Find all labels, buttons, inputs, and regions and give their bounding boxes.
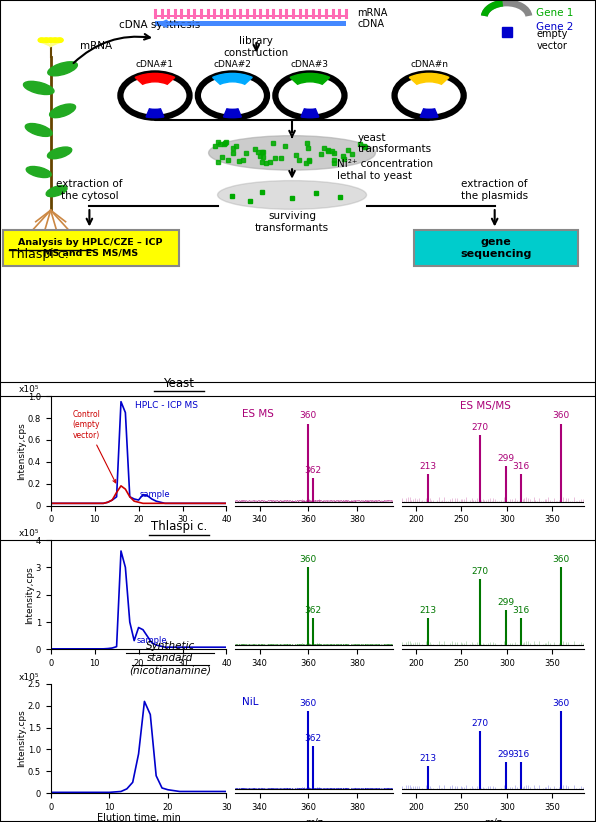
Text: Yeast: Yeast — [163, 376, 194, 390]
Text: 299: 299 — [497, 455, 514, 464]
Ellipse shape — [215, 140, 370, 166]
Text: 213: 213 — [419, 754, 436, 763]
Text: 362: 362 — [305, 734, 322, 743]
Text: sample: sample — [139, 490, 170, 499]
Wedge shape — [290, 73, 330, 85]
Text: 360: 360 — [552, 412, 570, 420]
Text: ES MS/MS: ES MS/MS — [461, 400, 511, 410]
Text: Gene 2: Gene 2 — [536, 21, 574, 32]
X-axis label: m/z: m/z — [306, 818, 323, 822]
Text: 213: 213 — [419, 462, 436, 471]
Text: ES MS: ES MS — [242, 409, 274, 419]
Text: 360: 360 — [552, 556, 570, 564]
Text: (nicotianamine): (nicotianamine) — [129, 665, 211, 675]
Text: 362: 362 — [305, 466, 322, 475]
Text: Gene 1: Gene 1 — [536, 8, 574, 18]
FancyBboxPatch shape — [3, 230, 179, 266]
Y-axis label: Intensity,cps: Intensity,cps — [25, 566, 34, 624]
Circle shape — [43, 38, 49, 43]
Wedge shape — [213, 73, 252, 85]
Text: 270: 270 — [471, 718, 488, 727]
Text: extraction of
the cytosol: extraction of the cytosol — [56, 179, 123, 201]
Text: x10⁵: x10⁵ — [19, 529, 39, 538]
Ellipse shape — [224, 184, 361, 206]
Text: Control
(empty
vector): Control (empty vector) — [73, 410, 116, 483]
Ellipse shape — [48, 147, 72, 159]
Circle shape — [52, 38, 58, 43]
Y-axis label: Intensity,cps: Intensity,cps — [17, 422, 26, 480]
Ellipse shape — [49, 104, 76, 118]
Text: Thlaspi c.: Thlaspi c. — [151, 520, 207, 533]
Text: cDNA#n: cDNA#n — [410, 60, 448, 69]
Text: 270: 270 — [471, 567, 488, 576]
Text: HPLC - ICP MS: HPLC - ICP MS — [135, 400, 198, 409]
Text: yeast
transformants: yeast transformants — [358, 132, 432, 155]
Text: 360: 360 — [300, 700, 317, 708]
Ellipse shape — [48, 62, 77, 76]
Text: mRNA: mRNA — [80, 41, 113, 51]
Text: x10⁵: x10⁵ — [19, 672, 39, 681]
Text: mRNA: mRNA — [358, 8, 388, 18]
Ellipse shape — [26, 167, 51, 178]
Text: Synthetic: Synthetic — [145, 641, 195, 651]
Text: extraction of
the plasmids: extraction of the plasmids — [461, 179, 528, 201]
Text: Thlaspi c.: Thlaspi c. — [9, 248, 69, 261]
Text: NiL: NiL — [242, 697, 258, 707]
Circle shape — [56, 38, 63, 43]
Text: x10⁵: x10⁵ — [19, 385, 39, 394]
Y-axis label: Intensity,cps: Intensity,cps — [17, 709, 26, 768]
X-axis label: m/z: m/z — [485, 818, 502, 822]
Wedge shape — [224, 109, 241, 118]
Text: 316: 316 — [513, 606, 530, 615]
Text: 316: 316 — [513, 750, 530, 759]
Text: 360: 360 — [552, 700, 570, 708]
Text: sample: sample — [136, 635, 167, 644]
Circle shape — [38, 38, 45, 43]
FancyBboxPatch shape — [414, 230, 578, 266]
Ellipse shape — [25, 123, 52, 136]
Text: 270: 270 — [471, 423, 488, 432]
Text: 316: 316 — [513, 462, 530, 471]
Text: 213: 213 — [419, 606, 436, 615]
Text: cDNA#3: cDNA#3 — [291, 60, 329, 69]
Text: Analysis by HPLC/CZE – ICP
MS and ES MS/MS: Analysis by HPLC/CZE – ICP MS and ES MS/… — [18, 238, 163, 258]
Ellipse shape — [209, 136, 375, 170]
Text: 299: 299 — [497, 598, 514, 607]
Wedge shape — [135, 73, 175, 85]
Wedge shape — [301, 109, 319, 118]
Text: 299: 299 — [497, 750, 514, 759]
Text: cDNA#2: cDNA#2 — [213, 60, 252, 69]
Wedge shape — [146, 109, 164, 118]
Text: cDNA#1: cDNA#1 — [136, 60, 174, 69]
X-axis label: Elution time, min: Elution time, min — [97, 813, 181, 822]
Text: gene
sequencing: gene sequencing — [460, 238, 532, 259]
Text: cDNA: cDNA — [358, 19, 384, 29]
Text: surviving
transformants: surviving transformants — [255, 211, 329, 233]
Text: standard: standard — [147, 653, 194, 663]
Text: library
construction: library construction — [224, 36, 289, 58]
Ellipse shape — [218, 181, 367, 210]
Ellipse shape — [23, 81, 54, 95]
Wedge shape — [409, 73, 449, 85]
Text: cDNA synthesis: cDNA synthesis — [119, 20, 200, 30]
Wedge shape — [420, 109, 438, 118]
Text: Ni²⁺ concentration
lethal to yeast: Ni²⁺ concentration lethal to yeast — [337, 159, 433, 181]
Ellipse shape — [46, 186, 67, 196]
Circle shape — [47, 38, 54, 43]
Text: 360: 360 — [300, 412, 317, 420]
Text: 360: 360 — [300, 556, 317, 564]
Text: empty
vector: empty vector — [536, 30, 568, 51]
Text: 362: 362 — [305, 606, 322, 615]
